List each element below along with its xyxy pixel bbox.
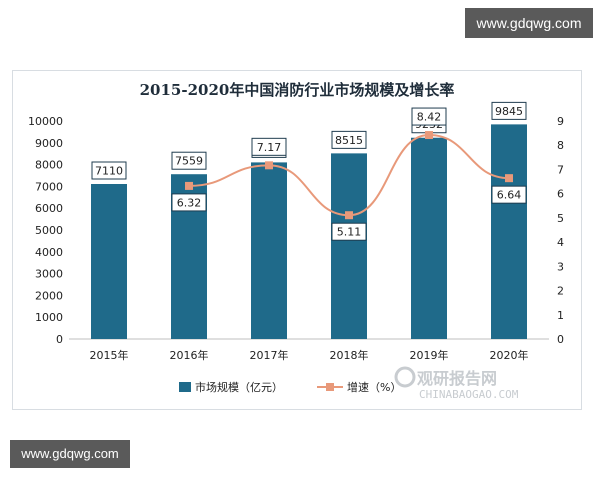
growth-value-label: 7.17 <box>257 141 282 154</box>
growth-value-label: 6.32 <box>177 196 202 209</box>
x-tick-label: 2016年 <box>170 348 209 362</box>
x-tick-label: 2015年 <box>90 348 129 362</box>
brand-logo-icon <box>394 366 416 388</box>
brand-site: CHINABAOGAO.COM <box>419 388 519 401</box>
growth-value-label: 5.11 <box>337 226 362 239</box>
right-tick-label: 4 <box>557 236 564 249</box>
growth-point <box>185 181 193 190</box>
bar-series <box>91 124 527 339</box>
growth-value-label: 6.64 <box>497 189 522 202</box>
x-tick-label: 2018年 <box>330 348 369 362</box>
right-tick-label: 8 <box>557 139 564 152</box>
growth-line-series <box>185 131 513 220</box>
left-tick-label: 2000 <box>35 289 63 302</box>
left-tick-label: 4000 <box>35 246 63 259</box>
left-tick-label: 7000 <box>35 180 63 193</box>
growth-label-box <box>171 193 207 212</box>
bar-label-box <box>491 101 527 120</box>
bar <box>491 124 527 339</box>
bar <box>91 184 127 339</box>
chart: 2015-2020年中国消防行业市场规模及增长率 010002000300040… <box>28 81 564 401</box>
left-tick-label: 5000 <box>35 224 63 237</box>
left-tick-label: 9000 <box>35 137 63 150</box>
bar <box>331 153 367 339</box>
growth-label-box <box>491 185 527 204</box>
right-tick-label: 3 <box>557 260 564 273</box>
x-tick-label: 2019年 <box>410 348 449 362</box>
left-tick-label: 8000 <box>35 159 63 172</box>
right-axis-ticks: 0 1 2 3 4 5 6 7 8 9 <box>557 115 564 346</box>
left-tick-label: 0 <box>56 333 63 346</box>
brand-name: 观研报告网 <box>417 369 497 388</box>
right-tick-label: 7 <box>557 163 564 176</box>
left-tick-label: 6000 <box>35 202 63 215</box>
bar-value-label: 9845 <box>495 105 523 118</box>
x-tick-label: 2017年 <box>250 348 289 362</box>
brand-watermark: 观研报告网 CHINABAOGAO.COM <box>394 366 519 401</box>
growth-label-box <box>411 107 447 126</box>
x-tick-label: 2020年 <box>490 348 529 362</box>
left-tick-label: 1000 <box>35 311 63 324</box>
legend: 市场规模（亿元） 增速（%） <box>179 380 401 394</box>
growth-value-label: 8.42 <box>417 111 442 124</box>
growth-labels: 6.32 7.17 5.11 8.42 6.64 <box>171 107 527 241</box>
bar-label-box <box>331 130 367 149</box>
left-axis-ticks: 0 1000 2000 3000 4000 5000 6000 7000 8000 9000 100… <box>28 115 63 346</box>
legend-label-bar: 市场规模（亿元） <box>195 380 283 394</box>
bar-value-label: 7110 <box>95 165 123 178</box>
right-tick-label: 5 <box>557 212 564 225</box>
right-tick-label: 0 <box>557 333 564 346</box>
bar-value-label: 8515 <box>335 134 363 147</box>
right-tick-label: 9 <box>557 115 564 128</box>
bar <box>251 162 287 339</box>
growth-label-box <box>331 222 367 241</box>
right-tick-label: 6 <box>557 188 564 201</box>
bar-labels: 711075598101851592329845 <box>91 101 527 180</box>
left-tick-label: 10000 <box>28 115 63 128</box>
growth-point <box>425 131 433 140</box>
chart-title: 2015-2020年中国消防行业市场规模及增长率 <box>140 81 455 99</box>
left-tick-label: 3000 <box>35 268 63 281</box>
legend-label-line: 增速（%） <box>347 380 401 394</box>
legend-swatch-marker <box>326 383 334 391</box>
bar <box>411 137 447 339</box>
bar-label-box <box>171 151 207 170</box>
bar-label-box <box>91 161 127 180</box>
growth-point <box>345 211 353 220</box>
watermark-top: www.gdqwg.com <box>465 8 593 38</box>
chart-frame: 2015-2020年中国消防行业市场规模及增长率 0 1000 2000 3000 40… <box>12 70 582 410</box>
bar-value-label: 7559 <box>175 155 203 168</box>
right-tick-label: 2 <box>557 285 564 298</box>
growth-point <box>505 174 513 183</box>
growth-label-box <box>251 137 287 156</box>
right-tick-label: 1 <box>557 309 564 322</box>
watermark-bottom: www.gdqwg.com <box>10 440 130 468</box>
x-axis-ticks: 2015年 2016年 2017年 2018年 2019年 2020年 <box>90 348 529 362</box>
legend-swatch-bar <box>179 382 191 392</box>
growth-point <box>265 161 273 170</box>
